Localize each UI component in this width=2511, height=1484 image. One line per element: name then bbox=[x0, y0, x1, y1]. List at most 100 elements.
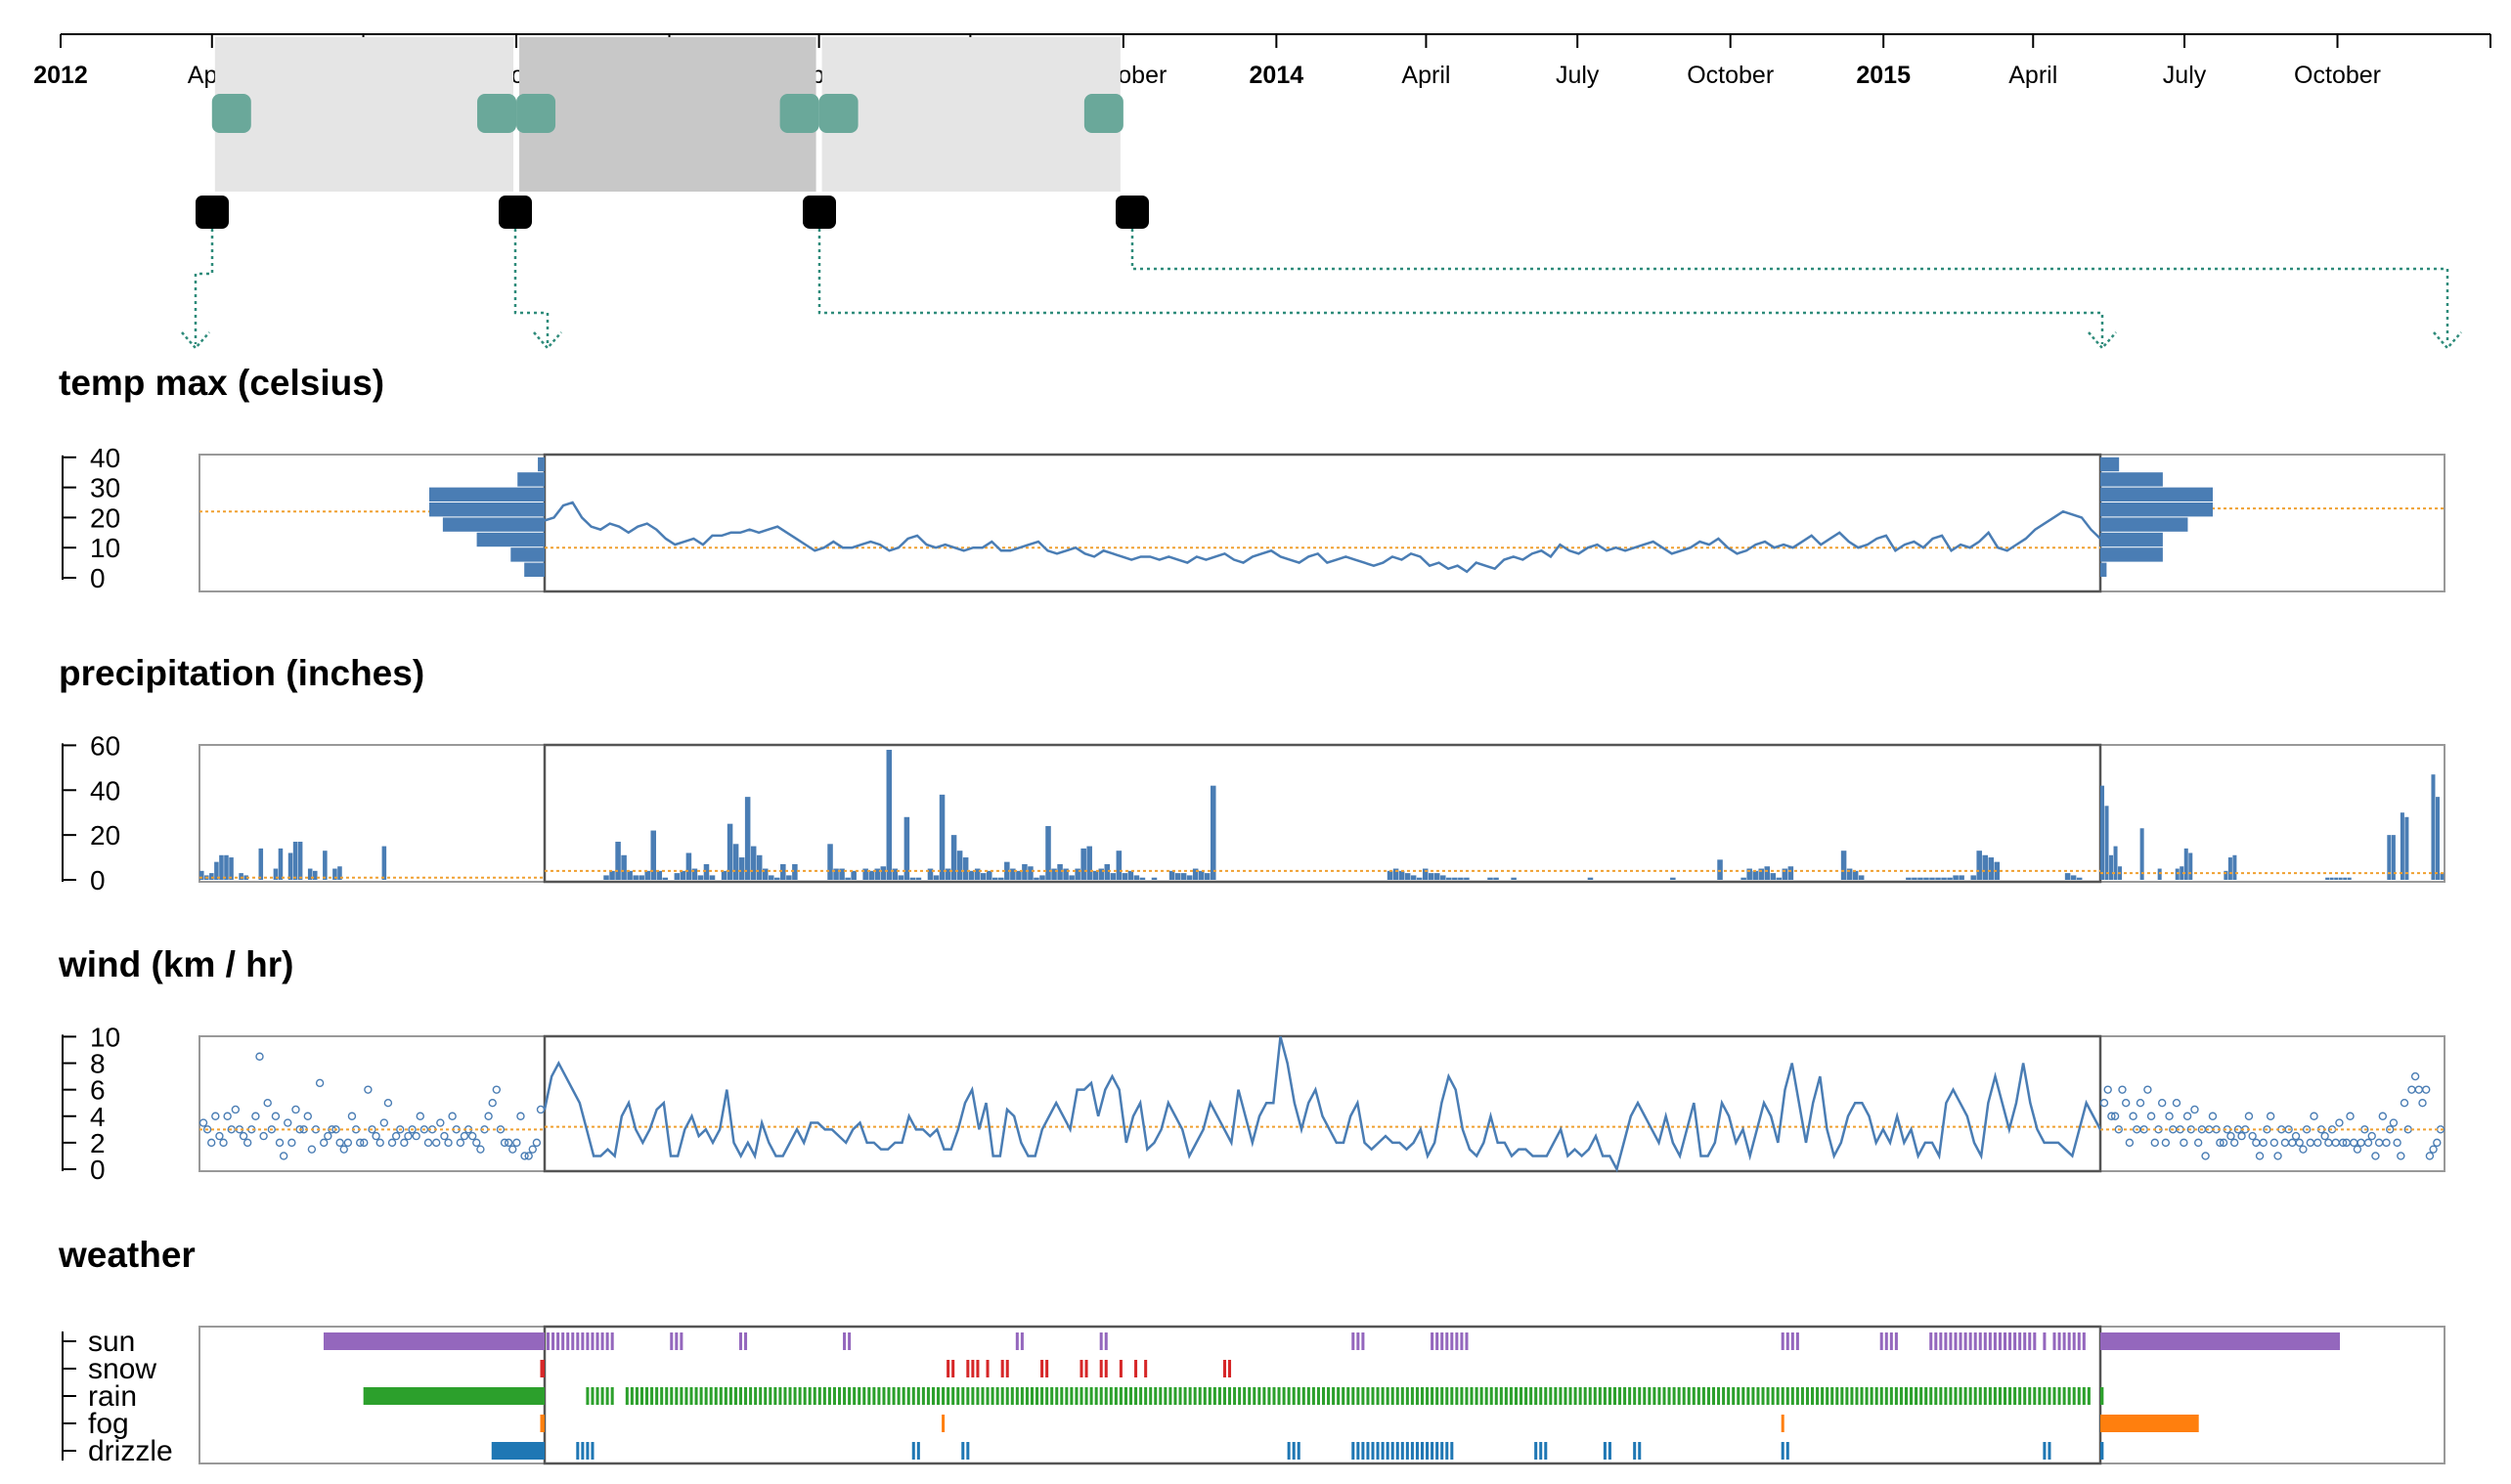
weather-event-rain bbox=[966, 1387, 970, 1405]
selection-end-handle[interactable] bbox=[779, 94, 819, 133]
weather-event-rain bbox=[1060, 1387, 1064, 1405]
wind-point-left bbox=[404, 1131, 413, 1141]
precip-bar-center bbox=[1051, 868, 1057, 880]
precip-bar-center bbox=[1982, 854, 1988, 880]
wind-point-left bbox=[419, 1125, 429, 1134]
precip-bar-center bbox=[1404, 873, 1411, 880]
wind-point-left bbox=[295, 1125, 304, 1134]
precip-bar-right bbox=[2400, 812, 2404, 880]
weather-event-rain bbox=[817, 1387, 821, 1405]
weather-event-rain bbox=[1652, 1387, 1656, 1405]
weather-event-rain bbox=[1015, 1387, 1019, 1405]
timeline-tick-label: 2012 bbox=[33, 62, 88, 89]
wind-point-left bbox=[267, 1125, 277, 1134]
timeline-axis[interactable]: 2012AprilJulyOctober2013AprilJulyOctober… bbox=[33, 33, 2491, 229]
selection-range-1[interactable] bbox=[519, 37, 816, 192]
wind-point-right bbox=[2313, 1138, 2322, 1148]
weather-event-rain bbox=[931, 1387, 935, 1405]
precip-bar-center bbox=[1941, 877, 1947, 880]
wind-point-left bbox=[303, 1112, 312, 1120]
weather-event-rain bbox=[625, 1387, 629, 1405]
wind-point-right bbox=[2121, 1098, 2131, 1108]
weather-event-rain bbox=[1099, 1387, 1103, 1405]
wind-point-right bbox=[2386, 1125, 2395, 1134]
wind-point-left bbox=[472, 1138, 481, 1148]
weather-event-sun bbox=[738, 1332, 743, 1350]
weather-event-rain bbox=[1306, 1387, 1310, 1405]
selection-start-handle[interactable] bbox=[516, 94, 556, 133]
weather-event-rain bbox=[1149, 1387, 1153, 1405]
precip-bar-center bbox=[1906, 877, 1912, 880]
precip-bar-center bbox=[674, 873, 681, 880]
selection-end-handle[interactable] bbox=[1083, 94, 1123, 133]
precip-bar-center bbox=[1422, 868, 1429, 880]
weather-event-rain bbox=[1400, 1387, 1404, 1405]
brush-handle-2[interactable] bbox=[803, 196, 836, 229]
precip-bar-right bbox=[2391, 835, 2396, 880]
weather-event-snow bbox=[1005, 1360, 1009, 1377]
weather-event-rain bbox=[937, 1387, 941, 1405]
temp-hist-right-bar bbox=[2100, 457, 2120, 472]
temp-hist-right-bar bbox=[2100, 472, 2163, 487]
precip-bar-center bbox=[1452, 877, 1458, 880]
precip-bar-center bbox=[697, 875, 704, 880]
wind-point-right bbox=[2295, 1138, 2304, 1148]
wind-point-left bbox=[202, 1125, 212, 1134]
weather-event-snow bbox=[951, 1360, 955, 1377]
weather-event-rain bbox=[2008, 1387, 2012, 1405]
wind-point-right bbox=[2118, 1085, 2127, 1094]
weather-bar-right-drizzle bbox=[2100, 1442, 2104, 1460]
brush-handle-1[interactable] bbox=[499, 196, 532, 229]
weather-event-rain bbox=[837, 1387, 842, 1405]
weather-event-sun bbox=[1435, 1332, 1439, 1350]
precip-bar-center bbox=[1034, 877, 1039, 880]
selection-start-handle[interactable] bbox=[818, 94, 859, 133]
selection-range-0[interactable] bbox=[214, 37, 514, 192]
precip-bar-center bbox=[1392, 868, 1399, 880]
selection-range-2[interactable] bbox=[821, 37, 1121, 192]
weather-event-snow bbox=[1099, 1360, 1103, 1377]
wind-point-right bbox=[2136, 1098, 2145, 1108]
precip-bar-center bbox=[656, 870, 663, 880]
weather-event-rain bbox=[1983, 1387, 1987, 1405]
weather-event-rain bbox=[1623, 1387, 1627, 1405]
precip-bar-center bbox=[1587, 877, 1594, 880]
precip-bar-left bbox=[312, 870, 318, 880]
weather-event-rain bbox=[733, 1387, 737, 1405]
precip-bar-left bbox=[229, 857, 234, 880]
precip-bar-center bbox=[998, 877, 1004, 880]
brush-handle-3[interactable] bbox=[1116, 196, 1149, 229]
wind-point-left bbox=[432, 1138, 441, 1148]
weather-event-sun bbox=[1939, 1332, 1943, 1350]
wind-point-left bbox=[331, 1125, 340, 1134]
precip-bar-center bbox=[1976, 851, 1982, 880]
weather-event-rain bbox=[1603, 1387, 1607, 1405]
weather-event-rain bbox=[1929, 1387, 1933, 1405]
wind-point-left bbox=[372, 1131, 380, 1141]
weather-event-rain bbox=[1168, 1387, 1172, 1405]
weather-bar-left-drizzle bbox=[491, 1442, 545, 1460]
weather-event-drizzle bbox=[1361, 1442, 1365, 1460]
precip-bar-center bbox=[756, 854, 763, 880]
weather-event-rain bbox=[709, 1387, 713, 1405]
y-tick-label: 0 bbox=[90, 865, 106, 895]
wind-point-right bbox=[2422, 1085, 2431, 1094]
category-label-snow: snow bbox=[88, 1353, 156, 1385]
wind-point-left bbox=[492, 1085, 502, 1094]
weather-event-rain bbox=[1657, 1387, 1661, 1405]
weather-event-rain bbox=[1944, 1387, 1948, 1405]
precip-bar-center bbox=[744, 797, 751, 880]
brush-handle-0[interactable] bbox=[196, 196, 229, 229]
selection-start-handle[interactable] bbox=[211, 94, 251, 133]
precip-bar-center bbox=[1151, 877, 1158, 880]
weather-event-sun bbox=[1973, 1332, 1977, 1350]
precip-bar-center bbox=[1440, 875, 1446, 880]
wind-point-left bbox=[379, 1118, 389, 1127]
weather-event-rain bbox=[1055, 1387, 1059, 1405]
wind-point-right bbox=[2273, 1152, 2282, 1160]
wind-point-right bbox=[2414, 1085, 2424, 1094]
weather-event-rain bbox=[1840, 1387, 1844, 1405]
weather-event-rain bbox=[1643, 1387, 1647, 1405]
weather-event-rain bbox=[1919, 1387, 1923, 1405]
selection-end-handle[interactable] bbox=[477, 94, 517, 133]
